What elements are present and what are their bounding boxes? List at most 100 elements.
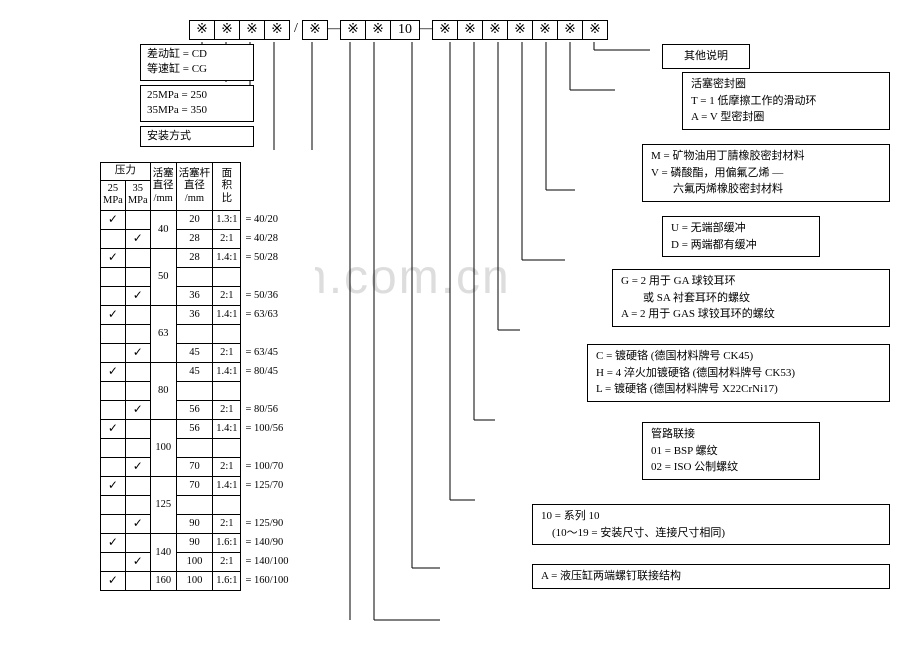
cell-ratio: 2:1 bbox=[213, 229, 241, 248]
cell-eq: = 125/70 bbox=[241, 476, 316, 495]
cell-p25 bbox=[101, 514, 126, 533]
cell-ratio: 1.3:1 bbox=[213, 210, 241, 229]
cell-p35 bbox=[125, 495, 150, 514]
cell-eq: = 63/45 bbox=[241, 343, 316, 362]
hc-5: ※ bbox=[302, 20, 328, 40]
cell-p25 bbox=[101, 324, 126, 343]
cell-p25: ✓ bbox=[101, 476, 126, 495]
cell-bore: 125 bbox=[150, 476, 176, 533]
table-row: ✓125701.4:1= 125/70 bbox=[101, 476, 316, 495]
l2: 等速缸 = CG bbox=[147, 62, 247, 77]
plating-box: C = 镀硬铬 (德国材料牌号 CK45) H = 4 淬火加镀硬铬 (德国材料… bbox=[587, 344, 890, 402]
cell-bore: 63 bbox=[150, 305, 176, 362]
cell-eq bbox=[241, 324, 316, 343]
cell-rod bbox=[176, 381, 213, 400]
cell-eq bbox=[241, 267, 316, 286]
l1: 其他说明 bbox=[671, 48, 741, 65]
cell-ratio: 2:1 bbox=[213, 343, 241, 362]
cell-p35: ✓ bbox=[125, 457, 150, 476]
l2: T = 1 低摩擦工作的滑动环 bbox=[691, 93, 881, 110]
cell-ratio: 2:1 bbox=[213, 514, 241, 533]
cell-rod: 36 bbox=[176, 286, 213, 305]
l3: A = 2 用于 GAS 球铰耳环的螺纹 bbox=[621, 306, 881, 323]
table-row: ✓40201.3:1= 40/20 bbox=[101, 210, 316, 229]
table-row: ✓452:1= 63/45 bbox=[101, 343, 316, 362]
hc-14: ※ bbox=[507, 20, 533, 40]
cell-bore: 100 bbox=[150, 419, 176, 476]
cell-rod bbox=[176, 267, 213, 286]
cell-eq bbox=[241, 495, 316, 514]
hc-17: ※ bbox=[582, 20, 608, 40]
left-info-column: 差动缸 = CD 等速缸 = CG 25MPa = 250 35MPa = 35… bbox=[140, 44, 360, 151]
cell-rod bbox=[176, 324, 213, 343]
cell-eq: = 80/56 bbox=[241, 400, 316, 419]
table-row: ✓140901.6:1= 140/90 bbox=[101, 533, 316, 552]
hc-4: / bbox=[289, 20, 303, 38]
hc-6: — bbox=[327, 20, 341, 38]
l2: 35MPa = 350 bbox=[147, 103, 247, 118]
table-row: ✓1002:1= 140/100 bbox=[101, 552, 316, 571]
cell-eq: = 100/56 bbox=[241, 419, 316, 438]
cell-eq: = 40/20 bbox=[241, 210, 316, 229]
structure-box: A = 液压缸两端螺钉联接结构 bbox=[532, 564, 890, 589]
cell-bore: 80 bbox=[150, 362, 176, 419]
spec-table: 压力 活塞 直径 /mm 活塞杆 直径 /mm 面 积 比 25 MPa 35 … bbox=[100, 162, 315, 591]
l1: 活塞密封圈 bbox=[691, 76, 881, 93]
cell-bore: 50 bbox=[150, 248, 176, 305]
cell-rod: 28 bbox=[176, 229, 213, 248]
th-35: 35 MPa bbox=[125, 180, 150, 210]
cell-p35: ✓ bbox=[125, 286, 150, 305]
cell-ratio bbox=[213, 324, 241, 343]
cell-ratio: 1.4:1 bbox=[213, 362, 241, 381]
cell-ratio bbox=[213, 267, 241, 286]
th-eq bbox=[241, 163, 316, 211]
cell-p35: ✓ bbox=[125, 514, 150, 533]
cell-rod: 70 bbox=[176, 457, 213, 476]
cell-p35: ✓ bbox=[125, 552, 150, 571]
cell-p35 bbox=[125, 210, 150, 229]
series-box: 10 = 系列 10 (10～19 = 安装尺寸、连接尺寸相同) bbox=[532, 504, 890, 545]
cell-rod: 90 bbox=[176, 533, 213, 552]
cell-ratio: 1.4:1 bbox=[213, 305, 241, 324]
cell-rod: 28 bbox=[176, 248, 213, 267]
l1: 安装方式 bbox=[147, 129, 247, 144]
seal-box: 活塞密封圈 T = 1 低摩擦工作的滑动环 A = V 型密封圈 bbox=[682, 72, 890, 130]
table-row: ✓1601001.6:1= 160/100 bbox=[101, 571, 316, 590]
cell-eq: = 40/28 bbox=[241, 229, 316, 248]
hc-7: ※ bbox=[340, 20, 366, 40]
l1: G = 2 用于 GA 球铰耳环 bbox=[621, 273, 881, 290]
cell-ratio bbox=[213, 495, 241, 514]
cell-p35 bbox=[125, 305, 150, 324]
cell-p25: ✓ bbox=[101, 571, 126, 590]
table-row bbox=[101, 324, 316, 343]
cell-p35 bbox=[125, 476, 150, 495]
table-row: ✓80451.4:1= 80/45 bbox=[101, 362, 316, 381]
cell-eq: = 100/70 bbox=[241, 457, 316, 476]
cell-rod: 70 bbox=[176, 476, 213, 495]
th-pressure: 压力 bbox=[101, 163, 151, 181]
spec-table-body: ✓40201.3:1= 40/20✓282:1= 40/28✓50281.4:1… bbox=[101, 210, 316, 590]
l1: 管路联接 bbox=[651, 426, 811, 443]
th-ratio: 面 积 比 bbox=[213, 163, 241, 211]
th-rod: 活塞杆 直径 /mm bbox=[176, 163, 213, 211]
cell-p25 bbox=[101, 286, 126, 305]
cell-rod: 56 bbox=[176, 400, 213, 419]
l2: V = 磷酸酯，用偏氟乙烯 — bbox=[651, 165, 881, 182]
cell-eq: = 80/45 bbox=[241, 362, 316, 381]
cell-rod: 56 bbox=[176, 419, 213, 438]
cell-rod: 100 bbox=[176, 571, 213, 590]
cell-p25 bbox=[101, 400, 126, 419]
cell-rod: 36 bbox=[176, 305, 213, 324]
table-row: ✓562:1= 80/56 bbox=[101, 400, 316, 419]
cell-rod: 45 bbox=[176, 362, 213, 381]
l1: 10 = 系列 10 bbox=[541, 508, 881, 525]
table-row bbox=[101, 381, 316, 400]
l3: A = V 型密封圈 bbox=[691, 109, 881, 126]
hc-13: ※ bbox=[482, 20, 508, 40]
cell-p35: ✓ bbox=[125, 229, 150, 248]
cell-rod: 45 bbox=[176, 343, 213, 362]
l1: 差动缸 = CD bbox=[147, 47, 247, 62]
cell-bore: 160 bbox=[150, 571, 176, 590]
cell-ratio: 1.4:1 bbox=[213, 476, 241, 495]
cell-bore: 140 bbox=[150, 533, 176, 571]
